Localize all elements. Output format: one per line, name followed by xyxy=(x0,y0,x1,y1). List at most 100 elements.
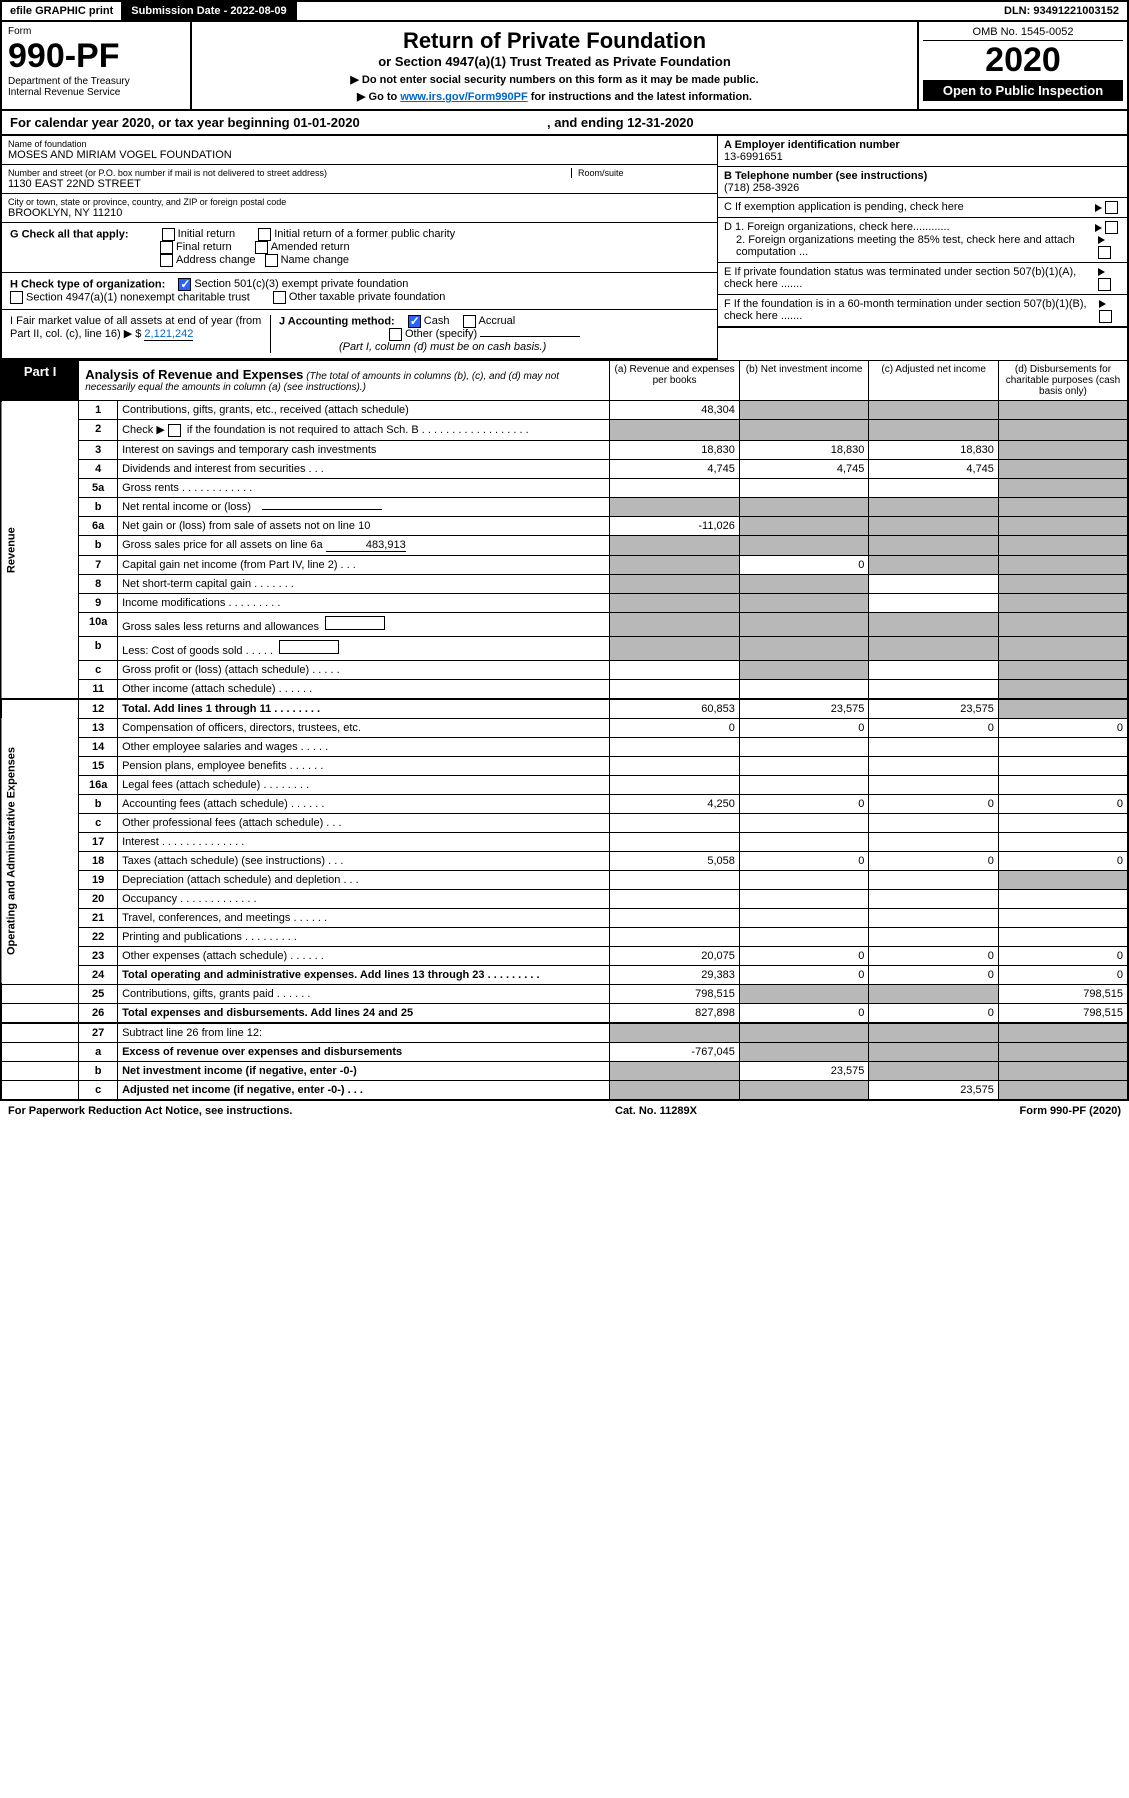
box-f-label: F If the foundation is in a 60-month ter… xyxy=(724,298,1099,322)
row24-desc: Total operating and administrative expen… xyxy=(118,965,610,984)
fmv-value[interactable]: 2,121,242 xyxy=(144,328,193,341)
row27a-desc: Excess of revenue over expenses and disb… xyxy=(118,1042,610,1061)
street-address: 1130 EAST 22ND STREET xyxy=(8,178,571,190)
chk-d2[interactable] xyxy=(1098,246,1111,259)
top-bar: efile GRAPHIC print Submission Date - 20… xyxy=(0,0,1129,22)
chk-cash[interactable] xyxy=(408,315,421,328)
dept-treasury: Department of the Treasury Internal Reve… xyxy=(8,76,184,98)
cal-year-end: , and ending 12-31-2020 xyxy=(547,115,694,130)
chk-accrual[interactable] xyxy=(463,315,476,328)
instr-post: for instructions and the latest informat… xyxy=(528,91,752,103)
telephone: (718) 258-3926 xyxy=(724,182,799,194)
row1-desc: Contributions, gifts, grants, etc., rece… xyxy=(118,401,610,420)
col-c-header: (c) Adjusted net income xyxy=(869,361,999,401)
chk-name-change[interactable] xyxy=(265,254,278,267)
row9-desc: Income modifications . . . . . . . . . xyxy=(118,593,610,612)
form-label: Form xyxy=(8,26,184,37)
section-g: G Check all that apply: Initial return I… xyxy=(2,223,717,273)
section-h: H Check type of organization: Section 50… xyxy=(2,273,717,310)
row27-desc: Subtract line 26 from line 12: xyxy=(118,1023,610,1043)
name-label: Name of foundation xyxy=(8,139,711,149)
chk-address-change[interactable] xyxy=(160,254,173,267)
chk-c[interactable] xyxy=(1105,201,1118,214)
row3-desc: Interest on savings and temporary cash i… xyxy=(118,440,610,459)
row27c-desc: Adjusted net income (if negative, enter … xyxy=(118,1080,610,1100)
j-label: J Accounting method: xyxy=(279,315,395,327)
row16b-desc: Accounting fees (attach schedule) . . . … xyxy=(118,794,610,813)
chk-501c3[interactable] xyxy=(178,278,191,291)
h-label: H Check type of organization: xyxy=(10,278,165,290)
addr-label: Number and street (or P.O. box number if… xyxy=(8,168,571,178)
part1-title: Analysis of Revenue and Expenses xyxy=(85,367,303,382)
arrow-icon xyxy=(1098,268,1105,276)
irs-link[interactable]: www.irs.gov/Form990PF xyxy=(400,91,527,103)
arrow-icon xyxy=(1099,300,1106,308)
tax-year: 2020 xyxy=(923,41,1123,80)
form-title: Return of Private Foundation xyxy=(198,28,911,54)
col-d-header: (d) Disbursements for charitable purpose… xyxy=(998,361,1128,401)
row15-desc: Pension plans, employee benefits . . . .… xyxy=(118,756,610,775)
row10c-desc: Gross profit or (loss) (attach schedule)… xyxy=(118,660,610,679)
dln: DLN: 93491221003152 xyxy=(996,2,1127,20)
submission-date: Submission Date - 2022-08-09 xyxy=(123,2,296,20)
chk-initial-former[interactable] xyxy=(258,228,271,241)
instr-ssn: ▶ Do not enter social security numbers o… xyxy=(198,73,911,86)
room-label: Room/suite xyxy=(578,168,711,178)
box-d2-label: 2. Foreign organizations meeting the 85%… xyxy=(724,234,1098,258)
chk-final-return[interactable] xyxy=(160,241,173,254)
chk-f[interactable] xyxy=(1099,310,1112,323)
box-d1-label: D 1. Foreign organizations, check here..… xyxy=(724,221,950,233)
row14-desc: Other employee salaries and wages . . . … xyxy=(118,737,610,756)
row25-desc: Contributions, gifts, grants paid . . . … xyxy=(118,984,610,1003)
row6b-desc: Gross sales price for all assets on line… xyxy=(118,535,610,555)
form-subtitle: or Section 4947(a)(1) Trust Treated as P… xyxy=(198,54,911,69)
row8-desc: Net short-term capital gain . . . . . . … xyxy=(118,574,610,593)
ein: 13-6991651 xyxy=(724,151,783,163)
chk-initial-return[interactable] xyxy=(162,228,175,241)
foundation-name: MOSES AND MIRIAM VOGEL FOUNDATION xyxy=(8,149,711,161)
arrow-icon xyxy=(1095,224,1102,232)
chk-amended-return[interactable] xyxy=(255,241,268,254)
g-label: G Check all that apply: xyxy=(10,228,129,240)
page-footer: For Paperwork Reduction Act Notice, see … xyxy=(0,1101,1129,1121)
part1-tab: Part I xyxy=(1,361,79,401)
box-e-label: E If private foundation status was termi… xyxy=(724,266,1098,290)
row5b-desc: Net rental income or (loss) xyxy=(118,497,610,516)
row16a-desc: Legal fees (attach schedule) . . . . . .… xyxy=(118,775,610,794)
j-note: (Part I, column (d) must be on cash basi… xyxy=(339,341,546,353)
row7-desc: Capital gain net income (from Part IV, l… xyxy=(118,555,610,574)
chk-schb[interactable] xyxy=(168,424,181,437)
form-header: Form 990-PF Department of the Treasury I… xyxy=(0,22,1129,111)
chk-4947a1[interactable] xyxy=(10,291,23,304)
row10a-desc: Gross sales less returns and allowances xyxy=(118,612,610,636)
row23-desc: Other expenses (attach schedule) . . . .… xyxy=(118,946,610,965)
col-a-header: (a) Revenue and expenses per books xyxy=(610,361,740,401)
arrow-icon xyxy=(1098,236,1105,244)
row6a-desc: Net gain or (loss) from sale of assets n… xyxy=(118,516,610,535)
instr-link-row: ▶ Go to www.irs.gov/Form990PF for instru… xyxy=(198,90,911,103)
row4-desc: Dividends and interest from securities .… xyxy=(118,459,610,478)
chk-d1[interactable] xyxy=(1105,221,1118,234)
box-a-label: A Employer identification number xyxy=(724,139,900,151)
row27b-desc: Net investment income (if negative, ente… xyxy=(118,1061,610,1080)
chk-other-taxable[interactable] xyxy=(273,291,286,304)
instr-pre: ▶ Go to xyxy=(357,91,400,103)
entity-info: Name of foundation MOSES AND MIRIAM VOGE… xyxy=(0,136,1129,360)
row1-a: 48,304 xyxy=(610,401,740,420)
part1-table: Part I Analysis of Revenue and Expenses … xyxy=(0,360,1129,1101)
row17-desc: Interest . . . . . . . . . . . . . . xyxy=(118,832,610,851)
city-label: City or town, state or province, country… xyxy=(8,197,711,207)
chk-other-method[interactable] xyxy=(389,328,402,341)
row5a-desc: Gross rents . . . . . . . . . . . . xyxy=(118,478,610,497)
cat-no: Cat. No. 11289X xyxy=(615,1105,697,1117)
arrow-icon xyxy=(1095,204,1102,212)
efile-label[interactable]: efile GRAPHIC print xyxy=(2,2,123,20)
row11-desc: Other income (attach schedule) . . . . .… xyxy=(118,679,610,699)
row13-desc: Compensation of officers, directors, tru… xyxy=(118,718,610,737)
revenue-side-label: Revenue xyxy=(1,401,79,699)
cal-year-begin: For calendar year 2020, or tax year begi… xyxy=(10,115,360,130)
i-dollar: ▶ $ xyxy=(124,328,142,340)
city-state-zip: BROOKLYN, NY 11210 xyxy=(8,207,711,219)
chk-e[interactable] xyxy=(1098,278,1111,291)
box-c-label: C If exemption application is pending, c… xyxy=(724,201,964,213)
